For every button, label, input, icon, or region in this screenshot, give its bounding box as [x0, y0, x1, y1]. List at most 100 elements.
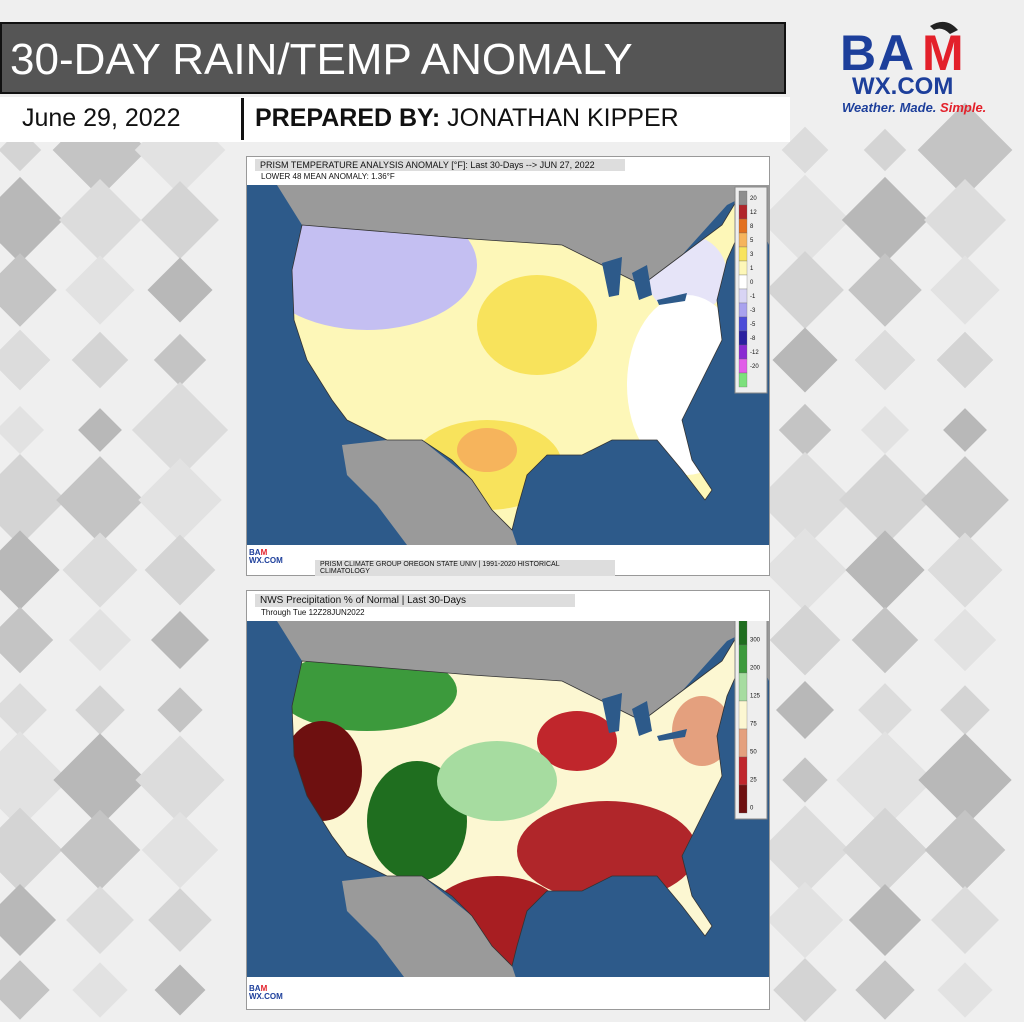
diamond: [773, 958, 837, 1022]
diamond: [841, 176, 929, 264]
precip-map: 300 200 125 75 50 25 0: [247, 621, 769, 977]
diamond: [756, 451, 854, 549]
warm-area: [477, 275, 597, 375]
legend-label: 300: [750, 637, 761, 643]
legend-label: -5: [750, 322, 756, 328]
diamond: [68, 608, 132, 672]
prepared-label: PREPARED BY:: [255, 104, 441, 132]
small-logo: BAM WX.COM: [249, 985, 283, 1001]
map-footer: PRISM CLIMATE GROUP OREGON STATE UNIV | …: [315, 560, 615, 576]
legend-swatch: [738, 756, 748, 786]
legend-label: 0: [750, 280, 754, 286]
great-lakes: [602, 257, 687, 305]
legend-label: -8: [750, 336, 756, 342]
legend-label: -12: [750, 350, 759, 356]
diamond: [860, 405, 910, 455]
diamond: [135, 735, 225, 825]
diamond: [769, 604, 841, 676]
diamond: [937, 962, 993, 1018]
diamond: [75, 685, 125, 735]
diamond: [917, 102, 1013, 198]
divider: [241, 98, 244, 140]
diamond: [151, 611, 209, 669]
small-logo: BAM WX.COM: [249, 549, 283, 565]
diamond: [940, 685, 990, 735]
legend-swatch: [738, 260, 748, 276]
diamond: [78, 408, 122, 452]
legend-swatch: [738, 274, 748, 290]
diamond: [0, 606, 54, 674]
us-outline: [291, 635, 748, 967]
diamond: [851, 606, 919, 674]
small-b: B: [249, 548, 255, 557]
legend-swatch: [738, 728, 748, 758]
legend-swatch: [738, 672, 748, 702]
precip-map-panel: NWS Precipitation % of Normal | Last 30-…: [246, 590, 770, 1010]
legend-label: 200: [750, 665, 761, 671]
diamond: [778, 403, 832, 457]
legend-label: 3: [750, 252, 754, 258]
diamond: [66, 886, 134, 954]
legend-swatch: [738, 246, 748, 262]
legend-label: 8: [750, 224, 754, 230]
diamond: [782, 757, 828, 803]
dry-area: [537, 711, 617, 771]
diamond: [0, 176, 64, 264]
logo-swoosh: [930, 21, 958, 34]
diamond: [154, 964, 206, 1016]
legend-label: -3: [750, 308, 756, 314]
temp-map: 20 12 8 5 3 1 0 -1 -3 -5 -8 -12 -20: [247, 185, 769, 545]
legend-label: 5: [750, 238, 754, 244]
legend-label: 0: [750, 805, 754, 811]
diamond: [863, 128, 907, 172]
diamond: [0, 883, 57, 957]
diamond: [848, 253, 922, 327]
map-title: NWS Precipitation % of Normal | Last 30-…: [255, 594, 575, 607]
diamond: [62, 532, 138, 608]
legend-swatch: [738, 700, 748, 730]
date: June 29, 2022: [22, 104, 181, 132]
legend-label: -20: [750, 364, 759, 370]
diamond: [131, 381, 229, 479]
diamond: [65, 255, 135, 325]
legend-swatch: [738, 372, 748, 388]
diamond: [0, 960, 50, 1020]
diamond: [0, 807, 63, 893]
diamond: [936, 331, 994, 389]
logo-m: M: [922, 25, 964, 81]
legend-swatch: [738, 784, 748, 814]
small-a: A: [254, 548, 261, 557]
title: 30-DAY RAIN/TEMP ANOMALY: [0, 22, 786, 94]
diamond: [0, 253, 57, 327]
diamond: [858, 683, 912, 737]
canada: [247, 185, 769, 285]
diamond: [71, 331, 129, 389]
legend-label: 125: [750, 693, 761, 699]
legend-swatch: [738, 302, 748, 318]
diamond: [763, 528, 847, 612]
diamond: [842, 807, 928, 893]
diamond: [933, 608, 997, 672]
legend-swatch: [738, 190, 748, 206]
temp-map-panel: PRISM TEMPERATURE ANALYSIS ANOMALY [°F]:…: [246, 156, 770, 576]
legend-swatch: [738, 621, 748, 646]
mexico: [342, 440, 517, 545]
us-outline: [291, 199, 748, 531]
diamond: [148, 888, 212, 952]
legend-swatch: [738, 344, 748, 360]
diamond: [836, 731, 934, 829]
map-title: PRISM TEMPERATURE ANALYSIS ANOMALY [°F]:…: [255, 159, 625, 171]
tag-2: Made.: [900, 100, 937, 115]
diamond: [0, 329, 51, 391]
diamond: [0, 683, 47, 737]
logo-a: A: [878, 25, 914, 81]
diamond: [927, 532, 1003, 608]
legend-swatch: [738, 218, 748, 234]
legend-label: 25: [750, 777, 757, 783]
diamond: [848, 883, 922, 957]
diamond: [943, 408, 987, 452]
diamond: [0, 530, 60, 610]
map-subtitle: LOWER 48 MEAN ANOMALY: 1.36°F: [261, 172, 395, 181]
